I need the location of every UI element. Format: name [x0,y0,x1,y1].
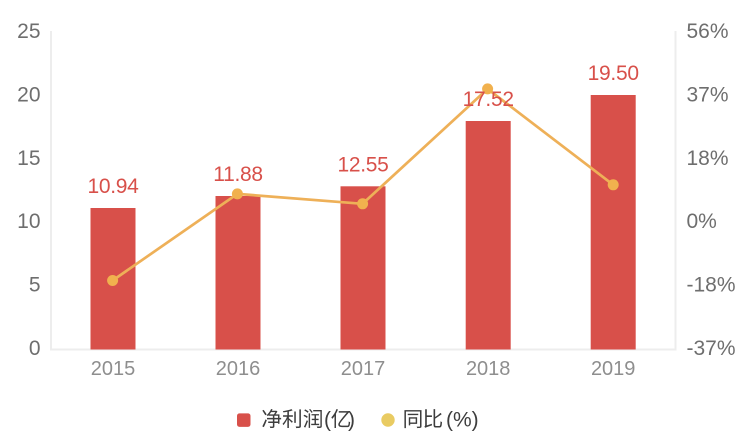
svg-text:-37%: -37% [687,337,736,360]
svg-text:(: ( [324,408,331,431]
svg-text:10.94: 10.94 [87,175,139,198]
svg-text:0%: 0% [687,210,717,233]
svg-text:17.52: 17.52 [463,88,514,111]
svg-text:2016: 2016 [216,358,261,380]
svg-text:10: 10 [17,210,40,233]
svg-text:2015: 2015 [91,358,136,380]
svg-text:): ) [348,408,355,431]
svg-text:2018: 2018 [466,358,511,380]
svg-text:2017: 2017 [341,358,386,380]
svg-text:5: 5 [29,274,41,297]
svg-text:18%: 18% [687,147,729,170]
svg-text:19.50: 19.50 [588,62,639,85]
svg-text:37%: 37% [687,83,729,106]
svg-text:25: 25 [17,20,40,43]
svg-text:11.88: 11.88 [213,163,263,186]
svg-text:12.55: 12.55 [337,153,388,176]
svg-text:15: 15 [17,147,40,170]
svg-text:2019: 2019 [591,358,636,380]
svg-text:-18%: -18% [687,274,736,297]
svg-text:56%: 56% [687,20,729,43]
svg-text:(%): (%) [446,408,479,431]
svg-text:20: 20 [17,83,40,106]
svg-text:0: 0 [29,337,41,360]
